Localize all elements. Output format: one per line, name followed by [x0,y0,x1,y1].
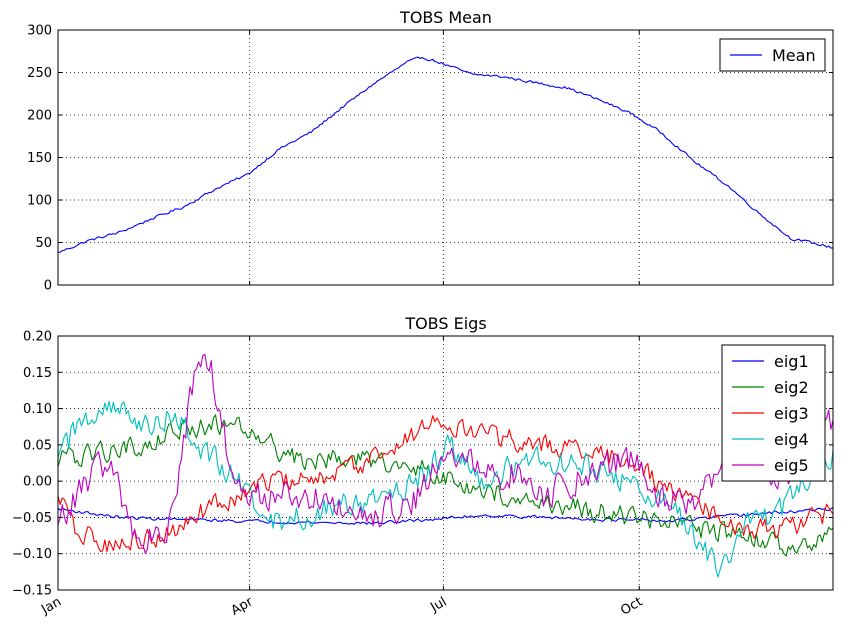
eigs-panel-title: TOBS Eigs [404,314,486,333]
mean-panel: TOBS Mean 0 50 100 150 200 250 300 Mean [27,8,834,294]
legend-label-eig5: eig5 [774,456,809,475]
y-tick-label: 50 [35,236,52,251]
y-tick-label: 200 [27,109,52,124]
y-tick-label: 0.20 [23,330,52,345]
legend-label-eig2: eig2 [774,378,809,397]
series-line-eig4 [57,400,834,578]
y-tick-label: 250 [27,66,52,81]
mean-panel-x-ticks [57,30,640,285]
legend-label-eig3: eig3 [774,404,809,423]
series-line-eig3 [57,415,834,553]
legend-label-eig4: eig4 [774,430,809,449]
legend-label-Mean: Mean [772,46,816,65]
y-tick-label: 100 [27,194,52,209]
series-line-eig1 [57,506,834,525]
mean-panel-title: TOBS Mean [399,8,492,27]
mean-panel-y-ticks: 0 50 100 150 200 250 300 [27,24,833,294]
y-tick-label: 300 [27,24,52,39]
eigs-panel: TOBS Eigs −0.15 −0.10 −0.05 0.00 0.05 0.10 0.1… [12,314,834,619]
y-tick-label: 0.15 [23,366,52,381]
series-line-Mean [57,56,834,253]
y-tick-label: 150 [27,151,52,166]
mean-panel-lines [57,56,834,253]
series-line-eig5 [57,353,834,554]
eigs-panel-lines [57,353,834,578]
y-tick-label: 0 [44,279,52,294]
mean-panel-grid [58,30,833,285]
eigs-panel-legend: eig1 eig2 eig3 eig4 eig5 [721,344,826,482]
eigs-panel-y-ticks: −0.15 −0.10 −0.05 0.00 0.05 0.10 0.15 0.20 [12,330,833,599]
y-tick-label: 0.05 [23,438,52,453]
mean-panel-legend: Mean [719,38,826,72]
y-tick-label: 0.10 [23,402,52,417]
y-tick-label: −0.15 [12,584,52,599]
eigs-panel-frame [57,335,834,591]
legend-label-eig1: eig1 [774,352,809,371]
y-tick-label: −0.05 [12,511,52,526]
y-tick-label: 0.00 [23,475,52,490]
y-tick-label: −0.10 [12,547,52,562]
x-tick-label: Jul [427,594,449,615]
